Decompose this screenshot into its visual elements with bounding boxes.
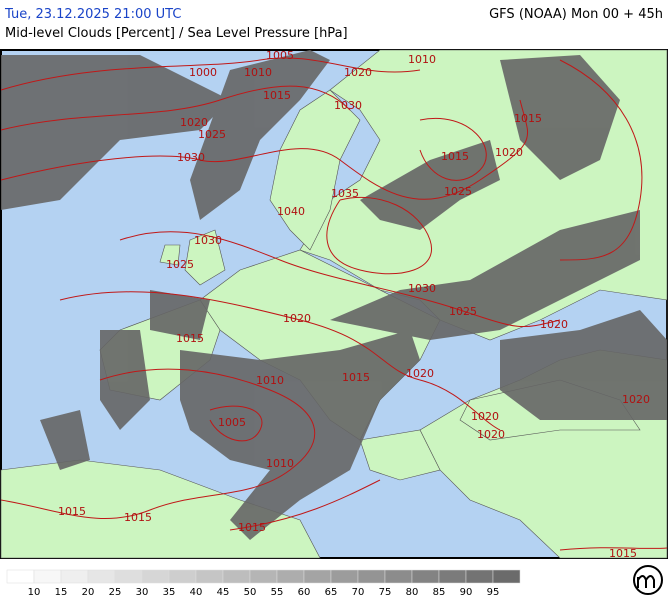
isobar-label: 1025 (166, 258, 194, 271)
clouds (1, 50, 667, 540)
isobar-label: 1015 (514, 112, 542, 125)
legend-label: 25 (109, 587, 122, 598)
legend-swatch (276, 569, 305, 584)
isobar-label: 1025 (198, 128, 226, 141)
legend-swatch (303, 569, 332, 584)
legend-swatch (141, 569, 170, 584)
source: GFS (NOAA) Mon 00 + 45h (489, 7, 663, 22)
isobar-label: 1020 (540, 318, 568, 331)
isobars (0, 57, 668, 551)
legend-label: 70 (352, 587, 365, 598)
legend-swatch (6, 569, 35, 584)
isobar-label: 1010 (244, 66, 272, 79)
isobar-label: 1040 (277, 205, 305, 218)
legend-label: 50 (244, 587, 257, 598)
isobar-label: 1030 (177, 151, 205, 164)
legend-label: 35 (163, 587, 176, 598)
legend-label: 40 (190, 587, 203, 598)
legend-label: 45 (217, 587, 230, 598)
isobar-label: 1020 (180, 116, 208, 129)
legend-swatch (492, 569, 521, 584)
legend: 10 15 20 25 30 35 40 45 50 55 60 65 70 75 80 85 90 95 (6, 569, 521, 598)
legend-label: 65 (325, 587, 338, 598)
isobar-label: 1015 (263, 89, 291, 102)
legend-swatch (222, 569, 251, 584)
isobar-label: 1025 (449, 305, 477, 318)
isobar-label: 1015 (124, 511, 152, 524)
isobar-label: 1030 (194, 234, 222, 247)
isobar-label: 1020 (471, 410, 499, 423)
isobar-label: 1020 (477, 428, 505, 441)
isobar-label: 1035 (331, 187, 359, 200)
legend-swatch (384, 569, 413, 584)
datetime: Tue, 23.12.2025 21:00 UTC (5, 7, 182, 22)
map-title: Mid-level Clouds [Percent] / Sea Level P… (5, 26, 348, 41)
legend-label: 80 (406, 587, 419, 598)
legend-swatch (168, 569, 197, 584)
isobar-label: 1020 (283, 312, 311, 325)
isobar-label: 1020 (406, 367, 434, 380)
isobar-label: 1015 (58, 505, 86, 518)
legend-swatch (195, 569, 224, 584)
isobar-label: 1015 (609, 547, 637, 560)
legend-label: 30 (136, 587, 149, 598)
legend-swatch (438, 569, 467, 584)
legend-swatch (465, 569, 494, 584)
legend-swatch (87, 569, 116, 584)
isobar-label: 1015 (176, 332, 204, 345)
logo (633, 565, 663, 595)
isobar-label: 1030 (408, 282, 436, 295)
isobar-label: 1005 (218, 416, 246, 429)
isobar-label: 1025 (444, 185, 472, 198)
legend-swatch (60, 569, 89, 584)
isobar-label: 1010 (266, 457, 294, 470)
isobar-label: 1030 (334, 99, 362, 112)
legend-swatch (411, 569, 440, 584)
legend-label: 10 (28, 587, 41, 598)
isobar-label: 1020 (622, 393, 650, 406)
isobar-label: 1020 (344, 66, 372, 79)
legend-swatch (330, 569, 359, 584)
legend-label: 20 (82, 587, 95, 598)
isobar-label: 1015 (342, 371, 370, 384)
isobar-label: 1020 (495, 146, 523, 159)
isobar-label: 1005 (266, 49, 294, 62)
legend-label: 55 (271, 587, 284, 598)
legend-label: 15 (55, 587, 68, 598)
isobar-label: 1010 (256, 374, 284, 387)
isobar-label: 1015 (441, 150, 469, 163)
legend-swatch (114, 569, 143, 584)
legend-swatch (33, 569, 62, 584)
legend-label: 90 (460, 587, 473, 598)
legend-label: 85 (433, 587, 446, 598)
legend-label: 60 (298, 587, 311, 598)
legend-label: 95 (487, 587, 500, 598)
legend-swatch (357, 569, 386, 584)
isobar-label: 1010 (408, 53, 436, 66)
legend-label: 75 (379, 587, 392, 598)
isobar-label: 1015 (238, 521, 266, 534)
legend-swatch (249, 569, 278, 584)
isobar-label: 1000 (189, 66, 217, 79)
